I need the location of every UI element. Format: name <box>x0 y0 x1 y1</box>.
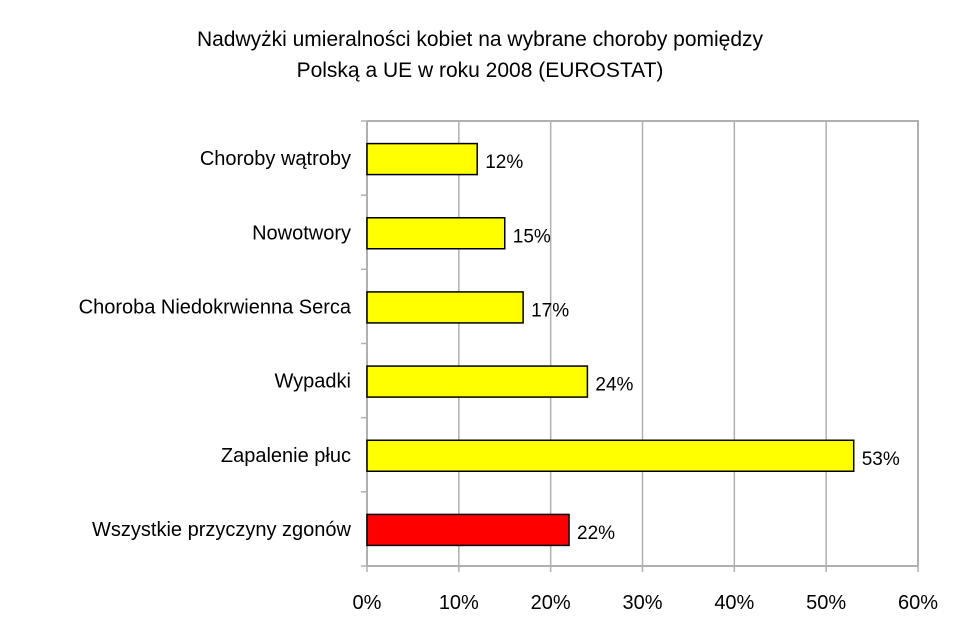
category-label-3: Wypadki <box>274 371 351 393</box>
bar-2 <box>366 291 524 324</box>
bar-3 <box>366 365 589 398</box>
value-label-3: 24% <box>595 375 633 396</box>
x-tick-label-0: 0% <box>353 592 382 614</box>
bar-4 <box>366 439 855 472</box>
value-label-1: 15% <box>513 226 551 247</box>
bar-1 <box>366 217 506 250</box>
x-tick-label-1: 10% <box>439 592 479 614</box>
chart-title-line-2: Polską a UE w roku 2008 (EUROSTAT) <box>297 59 664 82</box>
plot-area: 0% 10% 20% 30% 40% 50% 60% Choroby wątroby 12% No… <box>79 120 938 614</box>
value-label-4: 53% <box>862 449 900 470</box>
chart-title: Nadwyżki umieralności kobiet na wybrane … <box>197 28 764 82</box>
category-label-4: Zapalenie płuc <box>221 445 351 467</box>
x-tick-label-2: 20% <box>531 592 571 614</box>
category-label-5: Wszystkie przyczyny zgonów <box>92 519 352 541</box>
category-label-1: Nowotwory <box>252 222 351 244</box>
bar-5 <box>366 513 570 547</box>
category-label-2: Choroba Niedokrwienna Serca <box>79 296 352 318</box>
x-tick-label-4: 40% <box>714 592 754 614</box>
chart-title-line-1: Nadwyżki umieralności kobiet na wybrane … <box>197 28 764 51</box>
bar-0 <box>366 142 478 176</box>
value-label-0: 12% <box>485 152 523 173</box>
value-label-5: 22% <box>577 523 615 544</box>
x-tick-label-3: 30% <box>622 592 662 614</box>
value-label-2: 17% <box>531 300 569 321</box>
category-label-0: Choroby wątroby <box>200 148 351 170</box>
x-tick-label-6: 60% <box>898 592 938 614</box>
x-tick-label-5: 50% <box>806 592 846 614</box>
